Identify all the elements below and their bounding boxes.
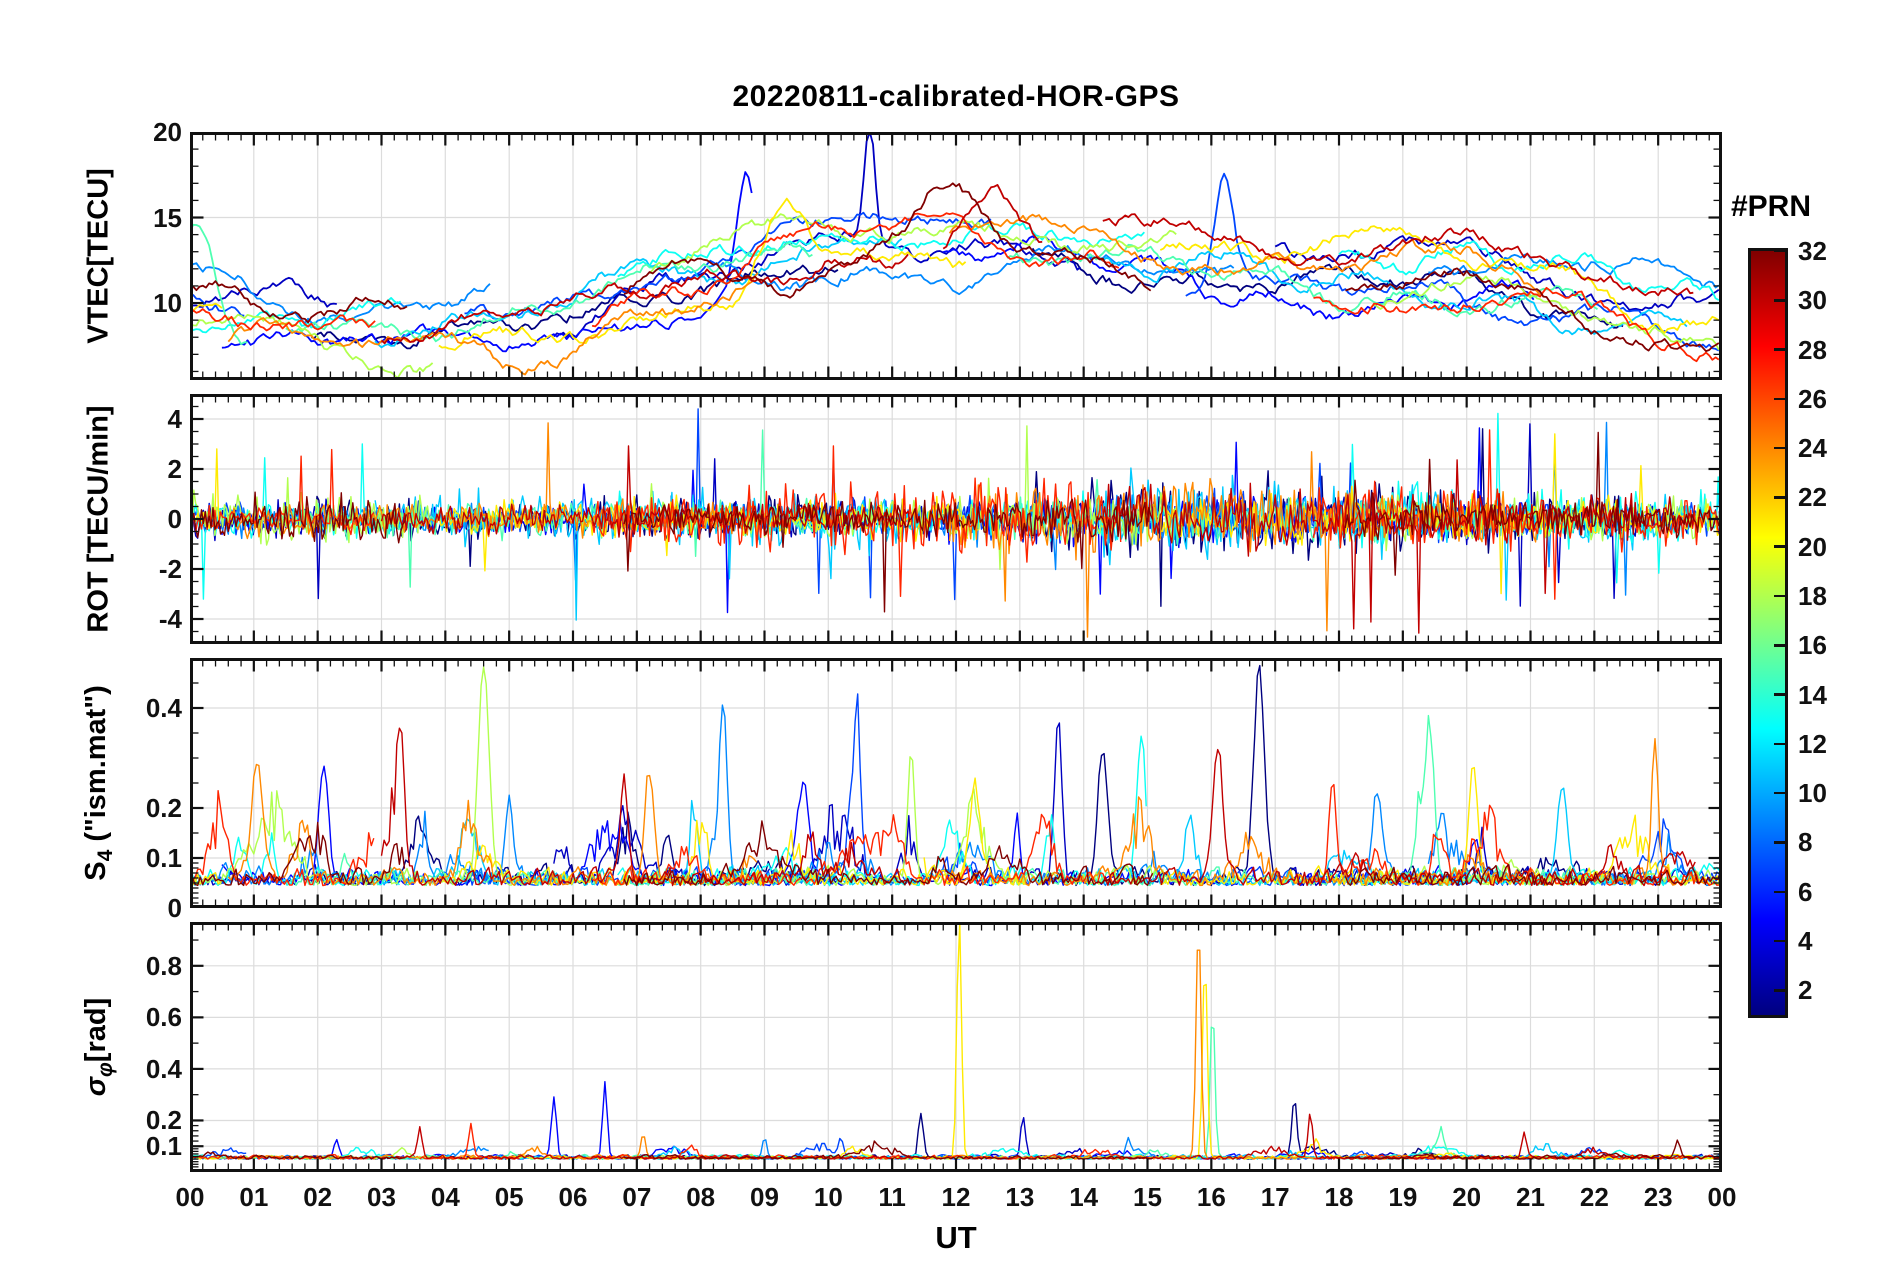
x-tick-label: 02 <box>303 1182 333 1212</box>
colorbar-tick <box>1774 742 1785 746</box>
x-tick-label: 00 <box>1707 1182 1737 1212</box>
colorbar-tick <box>1774 299 1785 302</box>
sigma-phi-y-tick-label: 0.4 <box>145 1053 182 1084</box>
colorbar-tick <box>1774 644 1785 647</box>
x-tick-label: 23 <box>1643 1182 1673 1212</box>
colorbar-tick <box>1774 791 1785 795</box>
sigma-phi-y-tick-label: 0.6 <box>145 1002 182 1033</box>
x-tick-label: 15 <box>1133 1182 1162 1212</box>
x-tick-label: 03 <box>367 1182 396 1212</box>
x-tick-label: 06 <box>558 1182 588 1212</box>
s4-y-tick-label: 0.4 <box>145 693 182 723</box>
vtec-y-tick-label: 10 <box>153 288 182 319</box>
colorbar-tick <box>1774 496 1785 499</box>
x-tick-label: 08 <box>686 1182 716 1212</box>
colorbar-tick <box>1774 890 1785 894</box>
vtec-y-tick-label: 20 <box>153 117 182 147</box>
colorbar-tick-label: 10 <box>1798 778 1827 809</box>
x-tick-label: 09 <box>750 1182 779 1212</box>
colorbar-tick <box>1774 446 1785 450</box>
colorbar-tick-label: 8 <box>1798 827 1813 858</box>
colorbar-tick-label: 16 <box>1798 630 1827 661</box>
colorbar-tick-label: 22 <box>1798 482 1827 513</box>
colorbar-tick <box>1774 989 1785 992</box>
panel-s4 <box>190 658 1722 908</box>
colorbar-tick <box>1774 939 1785 943</box>
colorbar-tick-label: 14 <box>1798 679 1827 710</box>
panel-vtec <box>190 132 1722 380</box>
x-tick-label: 05 <box>494 1182 524 1212</box>
colorbar-tick-label: 32 <box>1798 236 1827 266</box>
x-tick-label: 16 <box>1196 1182 1226 1212</box>
rot-y-tick-label: 2 <box>167 454 182 484</box>
rot-y-tick-label: -2 <box>158 554 182 584</box>
colorbar-tick-label: 24 <box>1798 433 1827 464</box>
colorbar-tick-label: 12 <box>1798 728 1827 759</box>
rot-y-tick-label: -4 <box>158 604 182 634</box>
colorbar-tick-label: 18 <box>1798 581 1827 612</box>
colorbar-tick-label: 28 <box>1798 334 1827 365</box>
s4-y-tick-label: 0 <box>167 893 182 923</box>
colorbar-tick <box>1774 249 1785 253</box>
x-tick-label: 18 <box>1324 1182 1354 1212</box>
colorbar-tick <box>1774 594 1785 598</box>
x-tick-label: 12 <box>941 1182 971 1212</box>
x-tick-label: 00 <box>175 1182 205 1212</box>
colorbar-tick <box>1774 348 1785 351</box>
colorbar-tick <box>1774 841 1785 844</box>
x-tick-label: 19 <box>1388 1182 1418 1212</box>
x-axis-label: UT <box>935 1220 977 1255</box>
colorbar-tick <box>1774 693 1785 696</box>
colorbar-tick-label: 4 <box>1798 926 1813 957</box>
x-tick-label: 04 <box>430 1182 460 1212</box>
colorbar-tick <box>1774 545 1785 548</box>
colorbar-tick-label: 26 <box>1798 383 1827 414</box>
rot-y-tick-label: 4 <box>167 404 182 434</box>
colorbar <box>1748 248 1788 1018</box>
vtec-y-tick-label: 15 <box>153 202 182 233</box>
colorbar-tick-label: 2 <box>1798 975 1813 1006</box>
x-tick-label: 20 <box>1452 1182 1482 1212</box>
chart-title: 20220811-calibrated-HOR-GPS <box>732 80 1180 113</box>
panel-sigma-phi <box>190 922 1722 1172</box>
x-tick-label: 14 <box>1069 1182 1099 1212</box>
x-tick-label: 10 <box>813 1182 843 1212</box>
colorbar-tick <box>1774 397 1785 401</box>
s4-y-tick-label: 0.1 <box>145 843 182 873</box>
x-tick-label: 01 <box>239 1182 269 1212</box>
colorbar-tick-label: 30 <box>1798 285 1827 316</box>
x-tick-label: 21 <box>1516 1182 1545 1212</box>
rot-y-tick-label: 0 <box>167 504 182 534</box>
sigma-phi-y-tick-label: 0.2 <box>145 1105 182 1136</box>
x-tick-label: 11 <box>878 1182 906 1212</box>
sigma-phi-y-tick-label: 0.1 <box>145 1131 182 1162</box>
x-tick-label: 07 <box>622 1182 652 1212</box>
x-tick-label: 22 <box>1579 1182 1609 1212</box>
s4-y-tick-label: 0.2 <box>145 793 182 823</box>
x-tick-label: 17 <box>1260 1182 1290 1212</box>
panel-rot <box>190 394 1722 644</box>
colorbar-tick-label: 6 <box>1798 876 1813 907</box>
colorbar-title: #PRN <box>1730 190 1812 223</box>
sigma-phi-y-tick-label: 0.8 <box>145 950 182 981</box>
colorbar-tick-label: 20 <box>1798 531 1827 562</box>
x-tick-label: 13 <box>1005 1182 1035 1212</box>
